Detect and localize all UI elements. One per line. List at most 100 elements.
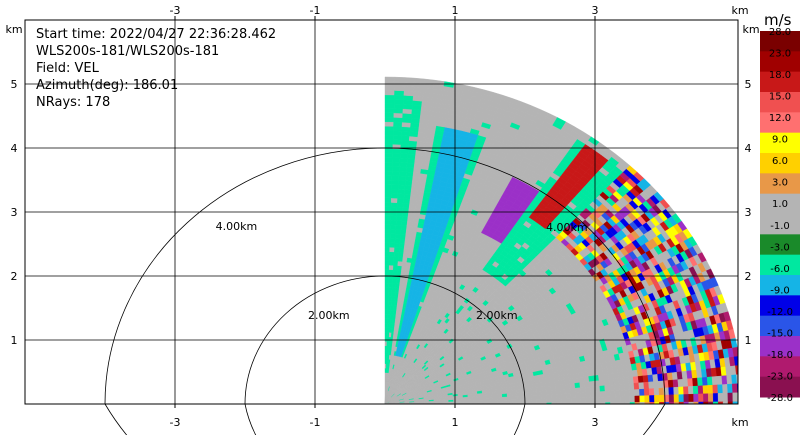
colorbar-label: 18.0 (769, 70, 791, 81)
velocity-gate (555, 393, 562, 399)
velocity-gate (397, 184, 406, 190)
velocity-gate (472, 400, 479, 404)
velocity-gate (402, 117, 412, 123)
velocity-gate (594, 385, 601, 393)
velocity-gate (487, 400, 494, 404)
velocity-gate (404, 180, 413, 187)
velocity-gate (396, 215, 403, 222)
velocity-gate (497, 400, 503, 404)
velocity-gate (551, 398, 557, 404)
y-tick-label-left: 1 (11, 334, 18, 347)
colorbar: m/s 28.023.018.015.012.09.06.03.01.0-1.0… (760, 11, 800, 404)
colorbar-label: 1.0 (772, 199, 788, 210)
velocity-gate (403, 193, 411, 200)
y-tick-label-left: 4 (11, 142, 18, 155)
velocity-gate (482, 400, 489, 404)
velocity-gate (673, 386, 680, 395)
velocity-gate (551, 393, 557, 399)
velocity-gate (639, 388, 645, 397)
velocity-gate (545, 385, 552, 391)
velocity-gate (404, 81, 415, 88)
velocity-gate (384, 332, 388, 338)
x-axis-unit: km (731, 4, 748, 17)
velocity-gate (649, 395, 655, 403)
velocity-gate (453, 401, 459, 404)
velocity-gate (634, 395, 640, 403)
velocity-gate (565, 393, 572, 399)
velocity-gate (692, 385, 699, 395)
velocity-gate (609, 384, 616, 392)
velocity-gate (393, 108, 404, 114)
velocity-gate (384, 269, 390, 275)
velocity-gate (487, 394, 493, 399)
velocity-gate (388, 269, 394, 275)
velocity-gate (394, 238, 401, 244)
velocity-gate (539, 382, 546, 388)
velocity-gate (531, 391, 537, 396)
velocity-gate (560, 393, 567, 399)
velocity-gate (399, 166, 407, 173)
velocity-gate (401, 130, 411, 137)
velocity-gate (637, 375, 644, 384)
velocity-gate (555, 389, 562, 395)
velocity-gate (501, 393, 508, 398)
velocity-gate (406, 225, 413, 232)
velocity-gate (384, 157, 393, 163)
velocity-gate (393, 117, 403, 123)
velocity-gate (703, 401, 709, 404)
velocity-gate (632, 376, 639, 384)
velocity-gate (404, 185, 412, 191)
info-instrument: WLS200s-181/WLS200s-181 (36, 44, 219, 59)
velocity-gate (708, 401, 714, 404)
colorbar-label: 6.0 (772, 156, 788, 167)
velocity-gate (463, 401, 469, 404)
velocity-gate (399, 238, 406, 244)
velocity-gate (397, 189, 405, 195)
x-axis-unit: km (731, 416, 748, 429)
velocity-gate (736, 374, 738, 384)
velocity-gate (556, 398, 562, 404)
velocity-gate (384, 76, 396, 82)
velocity-gate (399, 243, 405, 249)
velocity-gate (389, 247, 395, 253)
velocity-gate (384, 193, 392, 199)
velocity-gate (404, 234, 412, 241)
velocity-gate (629, 389, 635, 397)
velocity-gate (390, 220, 397, 226)
velocity-gate (555, 384, 561, 391)
velocity-gate (391, 175, 400, 181)
velocity-gate (477, 398, 484, 402)
velocity-gate (400, 229, 407, 236)
velocity-gate (688, 401, 694, 404)
velocity-gate (384, 224, 391, 230)
velocity-gate (384, 202, 392, 208)
velocity-gate (401, 126, 411, 132)
velocity-gate (584, 381, 591, 388)
velocity-gate (634, 402, 640, 404)
info-azimuth: Azimuth(deg): 186.01 (36, 78, 178, 93)
velocity-gate (393, 130, 402, 136)
velocity-gate (398, 171, 407, 177)
colorbar-label: 28.0 (769, 27, 791, 38)
velocity-gate (598, 379, 605, 387)
velocity-gate (392, 161, 400, 168)
velocity-gate (384, 246, 390, 252)
velocity-gate (575, 397, 582, 403)
velocity-gate (600, 396, 606, 403)
velocity-gate (502, 399, 508, 404)
velocity-gate (458, 401, 464, 404)
velocity-gate (448, 401, 454, 404)
velocity-gate (402, 104, 413, 110)
velocity-gate (391, 166, 400, 172)
y-tick-label-left: 3 (11, 206, 18, 219)
velocity-gate (400, 135, 410, 141)
velocity-gate (702, 385, 709, 395)
velocity-gate (384, 99, 395, 105)
velocity-gate (535, 386, 542, 392)
velocity-gate (390, 224, 397, 230)
velocity-gate (400, 148, 409, 155)
velocity-gate (623, 383, 630, 391)
y-tick-label-right: 4 (745, 142, 752, 155)
velocity-gate (403, 95, 414, 101)
